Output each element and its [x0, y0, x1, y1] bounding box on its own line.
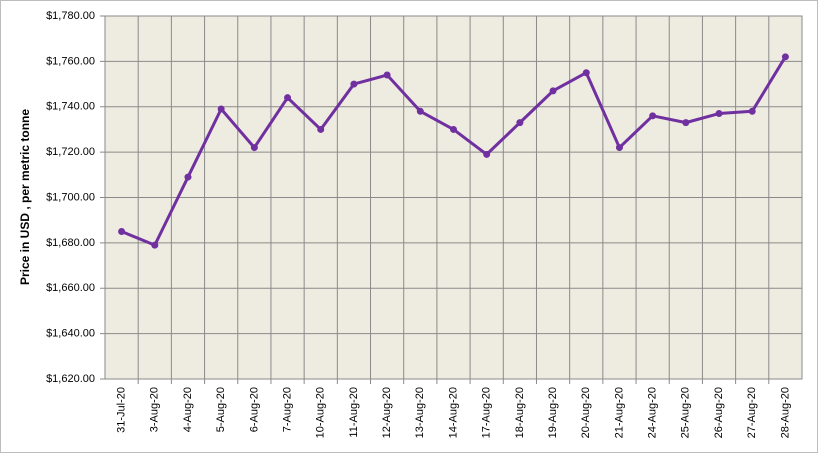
- x-tick-label: 7-Aug-20: [281, 387, 293, 432]
- y-tick-label: $1,640.00: [46, 328, 95, 340]
- y-tick-label: $1,620.00: [46, 373, 95, 385]
- x-tick-label: 12-Aug-20: [381, 387, 393, 438]
- x-tick-label: 18-Aug-20: [514, 387, 526, 438]
- data-point: [250, 144, 258, 152]
- data-point: [781, 53, 789, 61]
- data-point: [615, 144, 623, 152]
- data-point: [184, 173, 192, 181]
- x-tick-label: 11-Aug-20: [348, 387, 360, 438]
- x-tick-label: 26-Aug-20: [713, 387, 725, 438]
- data-point: [516, 119, 524, 127]
- x-tick-label: 24-Aug-20: [647, 387, 659, 438]
- data-point: [748, 107, 756, 115]
- data-point: [649, 112, 657, 120]
- y-tick-label: $1,740.00: [46, 101, 95, 113]
- data-point: [549, 87, 557, 95]
- y-tick-label: $1,680.00: [46, 237, 95, 249]
- x-tick-label: 27-Aug-20: [746, 387, 758, 438]
- x-tick-label: 31-Jul-20: [116, 387, 128, 433]
- x-tick-label: 14-Aug-20: [447, 387, 459, 438]
- x-tick-label: 20-Aug-20: [580, 387, 592, 438]
- y-tick-label: $1,660.00: [46, 282, 95, 294]
- x-tick-label: 6-Aug-20: [248, 387, 260, 432]
- x-tick-label: 13-Aug-20: [414, 387, 426, 438]
- data-point: [217, 105, 225, 113]
- y-axis-label: Price in USD , per metric tonne: [18, 109, 32, 285]
- data-point: [483, 150, 491, 158]
- data-point: [151, 241, 159, 249]
- x-tick-label: 3-Aug-20: [149, 387, 161, 432]
- data-point: [284, 94, 292, 102]
- x-tick-label: 10-Aug-20: [315, 387, 327, 438]
- y-tick-label: $1,760.00: [46, 55, 95, 67]
- y-tick-label: $1,780.00: [46, 10, 95, 22]
- x-tick-label: 21-Aug-20: [613, 387, 625, 438]
- data-point: [450, 125, 457, 133]
- data-point: [582, 69, 590, 77]
- data-point: [715, 110, 723, 118]
- y-tick-label: $1,700.00: [46, 191, 95, 203]
- data-point: [317, 125, 325, 133]
- data-point: [682, 119, 690, 127]
- data-point: [383, 71, 391, 79]
- data-point: [118, 228, 126, 236]
- x-tick-label: 17-Aug-20: [481, 387, 493, 438]
- data-point: [416, 107, 424, 115]
- x-tick-label: 19-Aug-20: [547, 387, 559, 438]
- x-tick-label: 25-Aug-20: [680, 387, 692, 438]
- y-tick-label: $1,720.00: [46, 146, 95, 158]
- x-tick-label: 4-Aug-20: [182, 387, 194, 432]
- data-point: [350, 80, 358, 88]
- x-tick-label: 5-Aug-20: [215, 387, 227, 432]
- x-tick-label: 28-Aug-20: [779, 387, 791, 438]
